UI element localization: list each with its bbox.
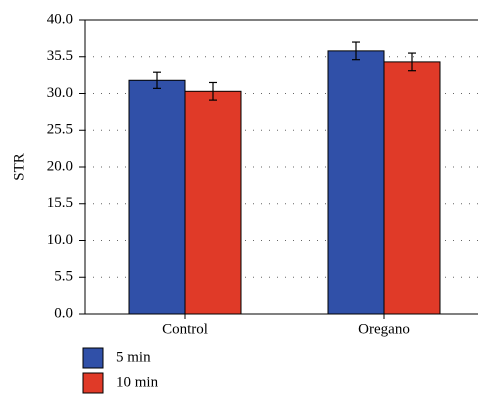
x-tick-label: Control (162, 321, 208, 337)
y-tick-label: 5.5 (54, 269, 73, 285)
error-bar (408, 52, 416, 72)
x-tick-label: Oregano (358, 321, 410, 337)
bar (128, 79, 186, 315)
error-bar (352, 41, 360, 61)
legend-swatch (82, 347, 104, 369)
error-bar (153, 71, 161, 89)
y-tick-label: 15.5 (47, 195, 73, 211)
legend-swatch (82, 372, 104, 394)
y-tick-label: 10.0 (47, 232, 73, 248)
error-bar (209, 81, 217, 101)
bar (383, 61, 441, 315)
bar (327, 50, 385, 315)
legend-label: 5 min (116, 349, 151, 365)
y-tick-label: 35.5 (47, 48, 73, 64)
legend-label: 10 min (116, 374, 159, 390)
y-tick-label: 20.0 (47, 158, 73, 174)
y-tick-label: 30.0 (47, 85, 73, 101)
bar (184, 90, 242, 315)
y-tick-label: 0.0 (54, 305, 73, 321)
y-axis-label: STR (11, 153, 27, 181)
y-tick-label: 40.0 (47, 11, 73, 27)
y-tick-label: 25.5 (47, 122, 73, 138)
